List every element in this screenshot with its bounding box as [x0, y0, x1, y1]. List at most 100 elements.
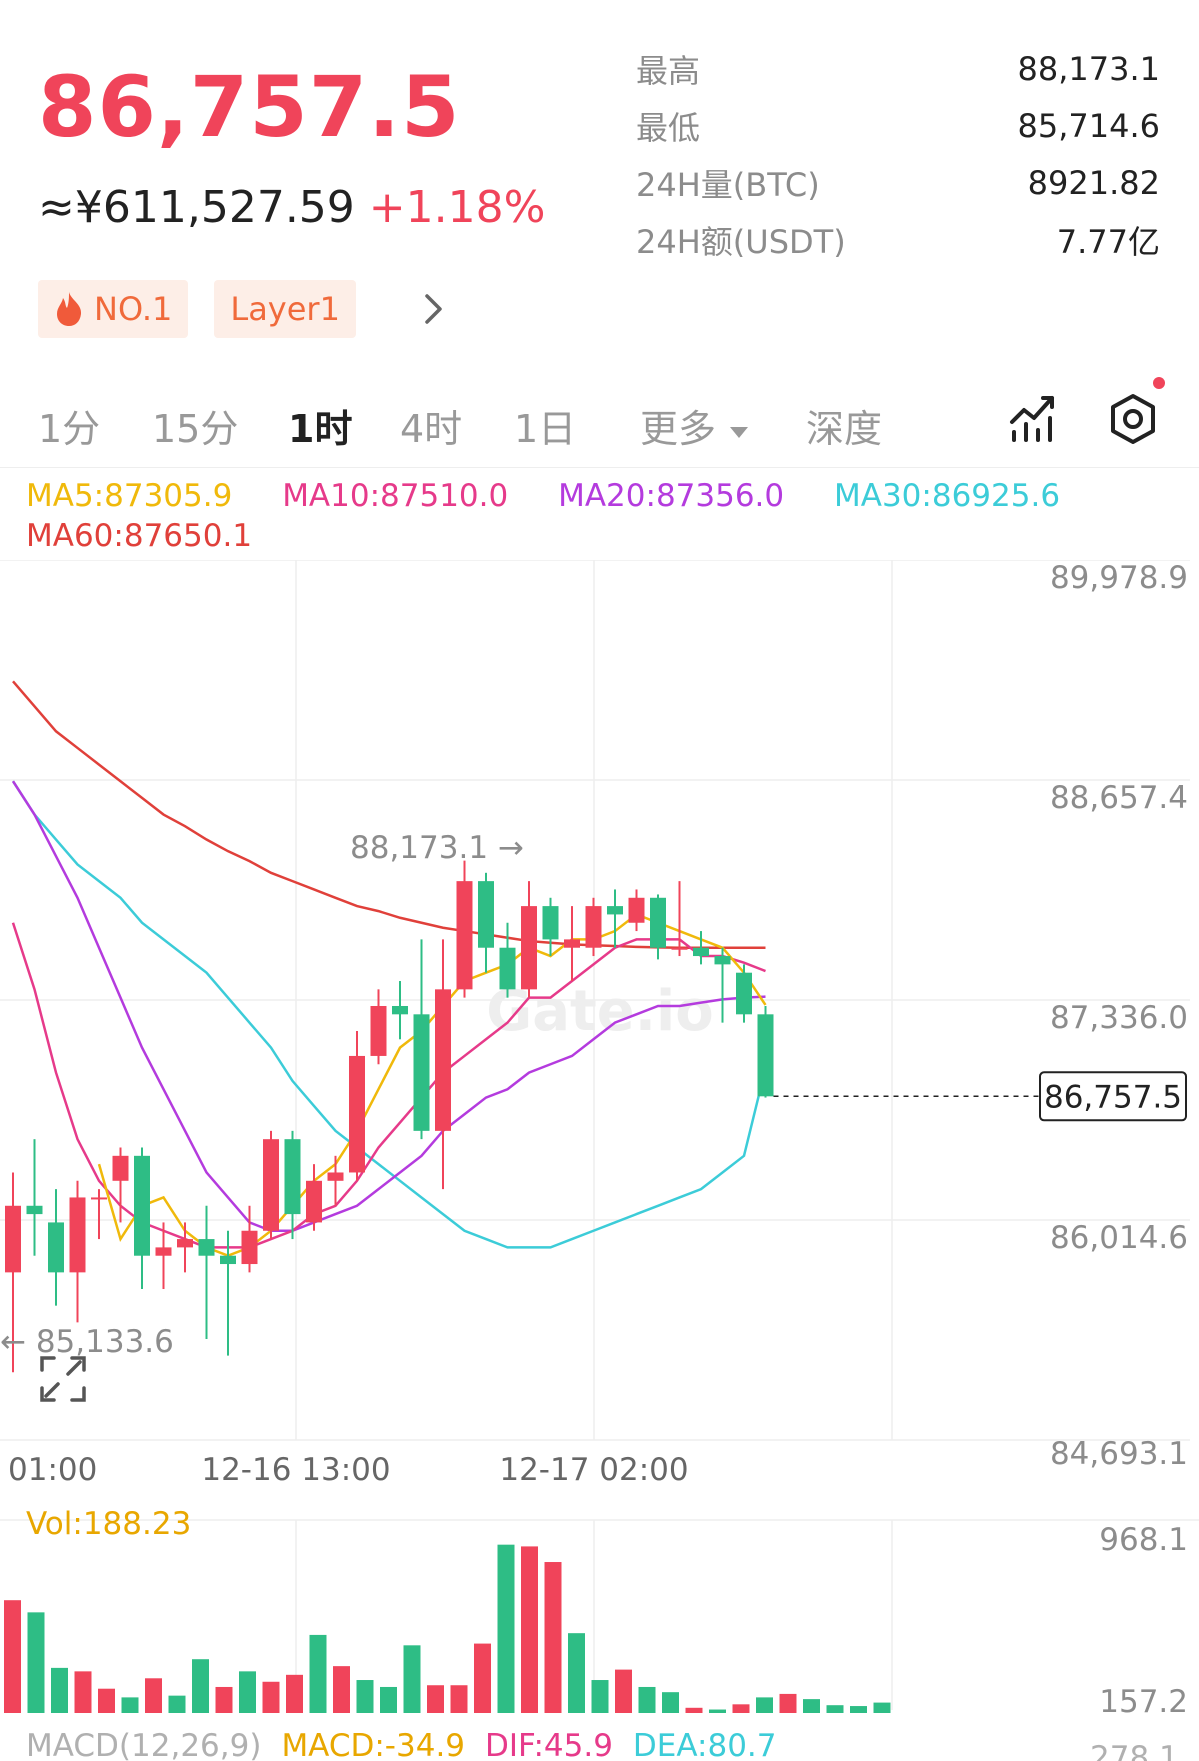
x-tick-label: 01:00 — [8, 1452, 97, 1488]
candle-body — [284, 1139, 301, 1215]
tab-1h[interactable]: 1时 — [288, 407, 353, 451]
volume-bar — [215, 1686, 233, 1713]
volume-bar — [685, 1707, 703, 1713]
stat-value: 8921.82 — [1027, 163, 1160, 202]
volume-bar — [497, 1544, 515, 1713]
candle-body — [456, 881, 473, 990]
volume-bar — [4, 1600, 21, 1713]
stat-label: 24H额(USDT) — [636, 222, 846, 261]
volume-bars — [4, 1544, 891, 1713]
volume-bar — [873, 1702, 891, 1713]
tab-1d[interactable]: 1日 — [514, 407, 577, 451]
high-marker: 88,173.1 → — [350, 830, 524, 866]
tag-rank[interactable]: NO.1 — [38, 280, 189, 338]
volume-bar — [521, 1546, 538, 1713]
low-marker: ← 85,133.6 — [0, 1324, 174, 1360]
macd-y-label: 278.1 — [1090, 1740, 1179, 1761]
candle-body — [585, 906, 602, 948]
tag-label: Layer1 — [230, 290, 340, 328]
tab-1m[interactable]: 1分 — [38, 407, 101, 451]
candle-body — [48, 1222, 64, 1273]
timeframe-tabs: 1分 15分 1时 4时 1日 更多 深度 — [0, 380, 1199, 468]
volume-bar — [51, 1667, 68, 1713]
ma-legend: MA5:87305.9 MA10:87510.0 MA20:87356.0 MA… — [26, 476, 1186, 556]
volume-bar — [615, 1669, 632, 1713]
ma10-line — [11, 922, 766, 1249]
tag-row: NO.1 Layer1 — [38, 280, 446, 338]
tab-15m[interactable]: 15分 — [152, 407, 239, 451]
ma30-label: MA30:86925.6 — [834, 478, 1061, 514]
volume-y-labels: 968.1 157.2 — [1099, 1522, 1188, 1720]
candle-body — [26, 1205, 43, 1215]
price-sub-row: ≈¥611,527.59 +1.18% — [38, 182, 545, 233]
stat-label: 24H量(BTC) — [636, 165, 820, 204]
volume-bar — [309, 1634, 327, 1713]
candle-body — [155, 1247, 172, 1256]
candle-body — [69, 1197, 86, 1273]
settings-icon[interactable] — [1106, 392, 1160, 446]
x-tick-label: 12-17 02:00 — [499, 1452, 688, 1488]
y-tick-label: 89,978.9 — [1050, 560, 1188, 596]
candles — [5, 860, 774, 1373]
volume-bar — [474, 1643, 491, 1713]
candle-body — [542, 906, 559, 940]
candle-body — [650, 897, 666, 948]
volume-bar — [638, 1686, 656, 1713]
macd-title: MACD(12,26,9) — [26, 1728, 262, 1761]
ma5-label: MA5:87305.9 — [26, 478, 233, 514]
candle-body — [478, 881, 494, 948]
ma30-line — [11, 780, 767, 1249]
volume-bar — [544, 1562, 562, 1713]
candle-body — [757, 1014, 774, 1097]
tab-4h[interactable]: 4时 — [400, 407, 463, 451]
stat-low: 最低 85,714.6 — [636, 97, 1160, 154]
volume-bar — [803, 1699, 820, 1713]
macd-dea: DEA:80.7 — [632, 1728, 777, 1761]
stat-label: 最高 — [636, 51, 701, 90]
tag-category[interactable]: Layer1 — [214, 280, 356, 338]
volume-bar — [286, 1674, 303, 1713]
caret-down-icon — [730, 426, 749, 438]
volume-bar — [145, 1678, 162, 1713]
candle-body — [5, 1205, 21, 1273]
volume-bar — [380, 1686, 397, 1713]
y-tick-label: 86,014.6 — [1050, 1220, 1188, 1256]
ma60-line — [12, 680, 766, 949]
change-percent: +1.18% — [368, 182, 546, 233]
macd-legend: MACD(12,26,9) MACD:-34.9 DIF:45.9 DEA:80… — [26, 1728, 1179, 1761]
candle-body — [220, 1255, 236, 1265]
tab-depth[interactable]: 深度 — [806, 407, 883, 451]
candle-body — [198, 1239, 215, 1256]
stat-high: 最高 88,173.1 — [636, 40, 1160, 97]
tag-label: NO.1 — [94, 290, 173, 328]
indicator-chart-icon[interactable] — [1008, 392, 1058, 444]
notification-dot — [1153, 377, 1165, 389]
volume-bar — [121, 1697, 139, 1713]
stat-value: 7.77亿 — [1056, 222, 1160, 261]
candle-body — [134, 1155, 150, 1256]
volume-bar — [168, 1695, 186, 1713]
fire-icon — [57, 292, 82, 326]
chevron-right-icon[interactable] — [422, 291, 446, 327]
candlestick-chart[interactable]: Gate.io 89,978.988,657.487,336.086,014.6… — [0, 560, 1199, 1720]
candle-body — [263, 1139, 279, 1231]
ma60-label: MA60:87650.1 — [26, 518, 253, 554]
volume-bar — [826, 1705, 844, 1713]
candle-body — [392, 1005, 408, 1015]
fullscreen-icon — [40, 1356, 86, 1402]
candle-body — [564, 939, 580, 948]
candle-body — [327, 1172, 344, 1181]
y-axis-labels: 89,978.9 88,657.4 87,336.0 86,014.6 84,693.1 — [1050, 560, 1188, 1472]
x-tick-label: 12-16 13:00 — [201, 1452, 390, 1488]
candle-body — [177, 1239, 193, 1248]
tab-more[interactable]: 更多 — [640, 398, 750, 453]
volume-y-tick: 157.2 — [1099, 1684, 1188, 1720]
y-tick-label: 88,657.4 — [1050, 780, 1188, 816]
stat-value: 88,173.1 — [1017, 49, 1161, 88]
volume-bar — [356, 1680, 374, 1713]
candle-body — [370, 1005, 387, 1056]
last-price-box — [1039, 1071, 1187, 1122]
macd-value: MACD:-34.9 — [281, 1728, 466, 1761]
volume-bar — [27, 1612, 45, 1713]
stat-value: 85,714.6 — [1017, 106, 1161, 145]
